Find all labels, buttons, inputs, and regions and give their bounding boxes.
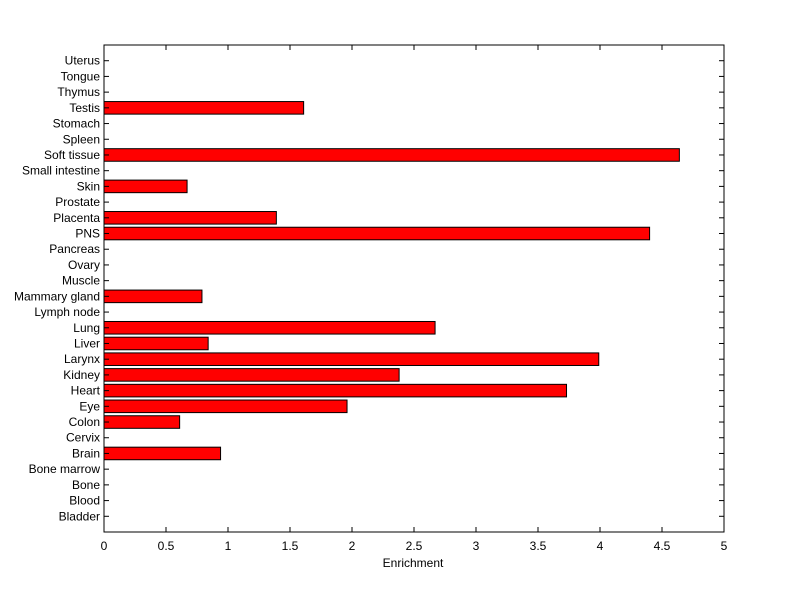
category-label: Thymus <box>57 85 100 99</box>
bar-liver <box>103 336 209 351</box>
x-tick-label: 3 <box>473 539 480 553</box>
x-axis-label: Enrichment <box>383 556 444 570</box>
category-label: Lymph node <box>34 305 100 319</box>
x-tick-label: 2.5 <box>406 539 423 553</box>
category-label: Muscle <box>62 274 100 288</box>
x-tick-label: 4 <box>597 539 604 553</box>
category-label: Bladder <box>59 509 100 523</box>
category-label: Eye <box>79 399 100 413</box>
bar-eye <box>103 399 348 414</box>
x-tick-label: 0 <box>101 539 108 553</box>
bar-mammary-gland <box>103 289 203 304</box>
category-label: Cervix <box>66 431 100 445</box>
category-label: Tongue <box>61 69 101 83</box>
bar-kidney <box>103 368 400 382</box>
bar-brain <box>103 446 222 461</box>
category-label: Larynx <box>64 352 100 366</box>
category-label: Spleen <box>63 132 100 146</box>
x-tick-labels: 0 0.5 1 1.5 2 2.5 3 3.5 4 4.5 5 <box>101 539 728 553</box>
bar-lung <box>103 320 436 335</box>
bar-heart <box>103 383 568 398</box>
x-tick-label: 1 <box>225 539 232 553</box>
category-label: Soft tissue <box>44 148 100 162</box>
category-label: Lung <box>73 321 100 335</box>
category-label: Uterus <box>65 54 100 68</box>
ticks-layer <box>103 45 725 532</box>
category-label: Kidney <box>63 368 100 382</box>
category-label: Prostate <box>55 195 100 209</box>
x-tick-label: 1.5 <box>282 539 299 553</box>
category-label: Mammary gland <box>14 289 100 303</box>
x-tick-label: 4.5 <box>654 539 671 553</box>
x-tick-label: 3.5 <box>530 539 547 553</box>
bar-pns <box>103 226 651 241</box>
category-label: PNS <box>75 227 100 241</box>
category-label: Skin <box>77 179 100 193</box>
category-label: Heart <box>71 384 101 398</box>
category-label: Liver <box>74 336 100 350</box>
x-tick-label: 5 <box>721 539 728 553</box>
category-label: Blood <box>69 494 100 508</box>
category-label: Pancreas <box>49 242 100 256</box>
x-tick-label: 2 <box>349 539 356 553</box>
bar-soft-tissue <box>103 148 680 162</box>
bar-placenta <box>103 211 277 225</box>
category-label: Bone marrow <box>29 462 101 476</box>
plot-frame <box>103 44 725 533</box>
category-label: Ovary <box>68 258 100 272</box>
x-tick-label: 0.5 <box>158 539 175 553</box>
category-label: Brain <box>72 446 100 460</box>
category-label: Placenta <box>53 211 100 225</box>
category-label: Colon <box>69 415 100 429</box>
bar-larynx <box>103 352 600 366</box>
bar-testis <box>103 101 305 115</box>
bar-colon <box>103 415 181 429</box>
category-label: Bone <box>72 478 100 492</box>
category-label: Stomach <box>53 117 100 131</box>
category-label: Small intestine <box>22 164 100 178</box>
bar-skin <box>103 179 188 194</box>
category-label: Testis <box>69 101 100 115</box>
